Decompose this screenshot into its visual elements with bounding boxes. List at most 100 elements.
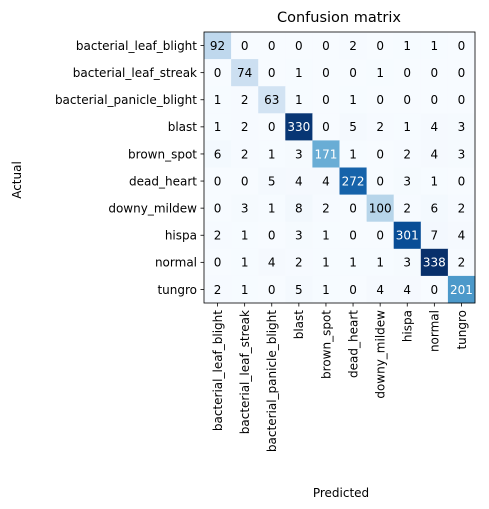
heatmap-cell [231, 167, 259, 195]
heatmap-cell [339, 275, 367, 304]
cell-value-label: 201 [450, 283, 473, 297]
y-tick-label: blast [168, 120, 198, 134]
heatmap-cell [447, 221, 476, 250]
heatmap-cell [366, 86, 395, 114]
heatmap-cell [312, 221, 340, 250]
heatmap-cell [339, 113, 367, 141]
heatmap-cell [204, 32, 232, 60]
cell-value-label: 6 [431, 201, 439, 215]
heatmap-cell [366, 167, 395, 195]
cell-value-label: 0 [458, 66, 466, 80]
x-tick-label: brown_spot [319, 310, 333, 379]
heatmap-cell [258, 194, 286, 223]
cell-value-label: 0 [214, 66, 222, 80]
heatmap-cell [231, 275, 259, 304]
cell-value-label: 1 [322, 283, 330, 297]
cell-value-label: 0 [376, 229, 384, 243]
heatmap-cell [447, 59, 476, 87]
heatmap-cell [366, 194, 395, 223]
cell-value-label: 0 [403, 93, 411, 107]
cell-value-label: 3 [458, 120, 466, 134]
cell-value-label: 0 [322, 66, 330, 80]
heatmap-cell [339, 32, 367, 60]
heatmap-cell [366, 275, 395, 304]
cell-value-label: 0 [322, 93, 330, 107]
cell-value-label: 0 [214, 201, 222, 215]
heatmap-cell [393, 113, 422, 141]
y-tick-label: tungro [157, 283, 197, 297]
cell-value-label: 4 [403, 283, 411, 297]
heatmap-cells: 92 0 0 0 0 2 0 1 1 00 74 0 1 0 0 1 0 0 01 2 63 1 0 1 0 0 0 01 2 0 330 0… [204, 32, 476, 304]
y-tick-label: bacterial_leaf_streak [73, 66, 197, 80]
heatmap-cell [204, 167, 232, 195]
cell-value-label: 2 [403, 147, 411, 161]
heatmap-cell [420, 113, 449, 141]
heatmap-cell [204, 86, 232, 114]
heatmap-cell [258, 248, 286, 277]
cell-value-label: 74 [237, 66, 252, 80]
heatmap-cell [285, 140, 313, 168]
heatmap-cell [258, 32, 286, 60]
cell-value-label: 0 [214, 256, 222, 270]
heatmap-cell [447, 194, 476, 223]
cell-value-label: 1 [403, 120, 411, 134]
cell-value-label: 1 [214, 93, 222, 107]
heatmap-cell [447, 275, 476, 304]
heatmap-cell [312, 248, 340, 277]
cell-value-label: 0 [322, 39, 330, 53]
heatmap-cell [312, 86, 340, 114]
x-tick-label: normal [428, 310, 442, 352]
y-tick-label: normal [155, 256, 197, 270]
heatmap-cell [420, 86, 449, 114]
cell-value-label: 0 [214, 174, 222, 188]
y-tick-group: bacterial_leaf_blight bacterial_leaf_stre… [55, 39, 204, 297]
heatmap-cell [393, 59, 422, 87]
cell-value-label: 4 [295, 174, 303, 188]
cell-value-label: 2 [458, 256, 466, 270]
cell-value-label: 1 [241, 283, 249, 297]
x-axis-label: Predicted [313, 486, 369, 500]
heatmap-cell [231, 32, 259, 60]
heatmap-cell [447, 113, 476, 141]
cell-value-label: 92 [210, 39, 225, 53]
heatmap-cell [285, 32, 313, 60]
cell-value-label: 0 [458, 39, 466, 53]
heatmap-cell [393, 275, 422, 304]
cell-value-label: 2 [349, 39, 357, 53]
cell-value-label: 2 [241, 120, 249, 134]
heatmap-cell [258, 113, 286, 141]
cell-value-label: 0 [268, 120, 276, 134]
heatmap-cell [420, 248, 449, 277]
heatmap-cell [231, 86, 259, 114]
cell-value-label: 0 [431, 66, 439, 80]
heatmap-cell [420, 32, 449, 60]
cell-value-label: 4 [431, 147, 439, 161]
x-tick-label: bacterial_leaf_streak [238, 310, 252, 434]
cell-value-label: 4 [458, 229, 466, 243]
heatmap-cell [204, 248, 232, 277]
heatmap-cell [339, 167, 367, 195]
heatmap-cell [339, 86, 367, 114]
heatmap-cell [285, 59, 313, 87]
heatmap-cell [393, 86, 422, 114]
cell-value-label: 1 [241, 229, 249, 243]
cell-value-label: 301 [396, 229, 419, 243]
cell-value-label: 0 [349, 283, 357, 297]
heatmap-cell [447, 32, 476, 60]
heatmap-cell [231, 59, 259, 87]
x-tick-label: blast [292, 310, 306, 340]
heatmap-cell [204, 59, 232, 87]
cell-value-label: 3 [403, 174, 411, 188]
cell-value-label: 1 [322, 256, 330, 270]
heatmap-cell [420, 194, 449, 223]
heatmap-cell [258, 59, 286, 87]
cell-value-label: 3 [403, 256, 411, 270]
heatmap-cell [366, 113, 395, 141]
heatmap-cell [258, 167, 286, 195]
cell-value-label: 0 [431, 283, 439, 297]
heatmap-cell [258, 86, 286, 114]
cell-value-label: 0 [268, 39, 276, 53]
heatmap-cell [447, 140, 476, 168]
cell-value-label: 6 [214, 147, 222, 161]
heatmap-cell [420, 140, 449, 168]
